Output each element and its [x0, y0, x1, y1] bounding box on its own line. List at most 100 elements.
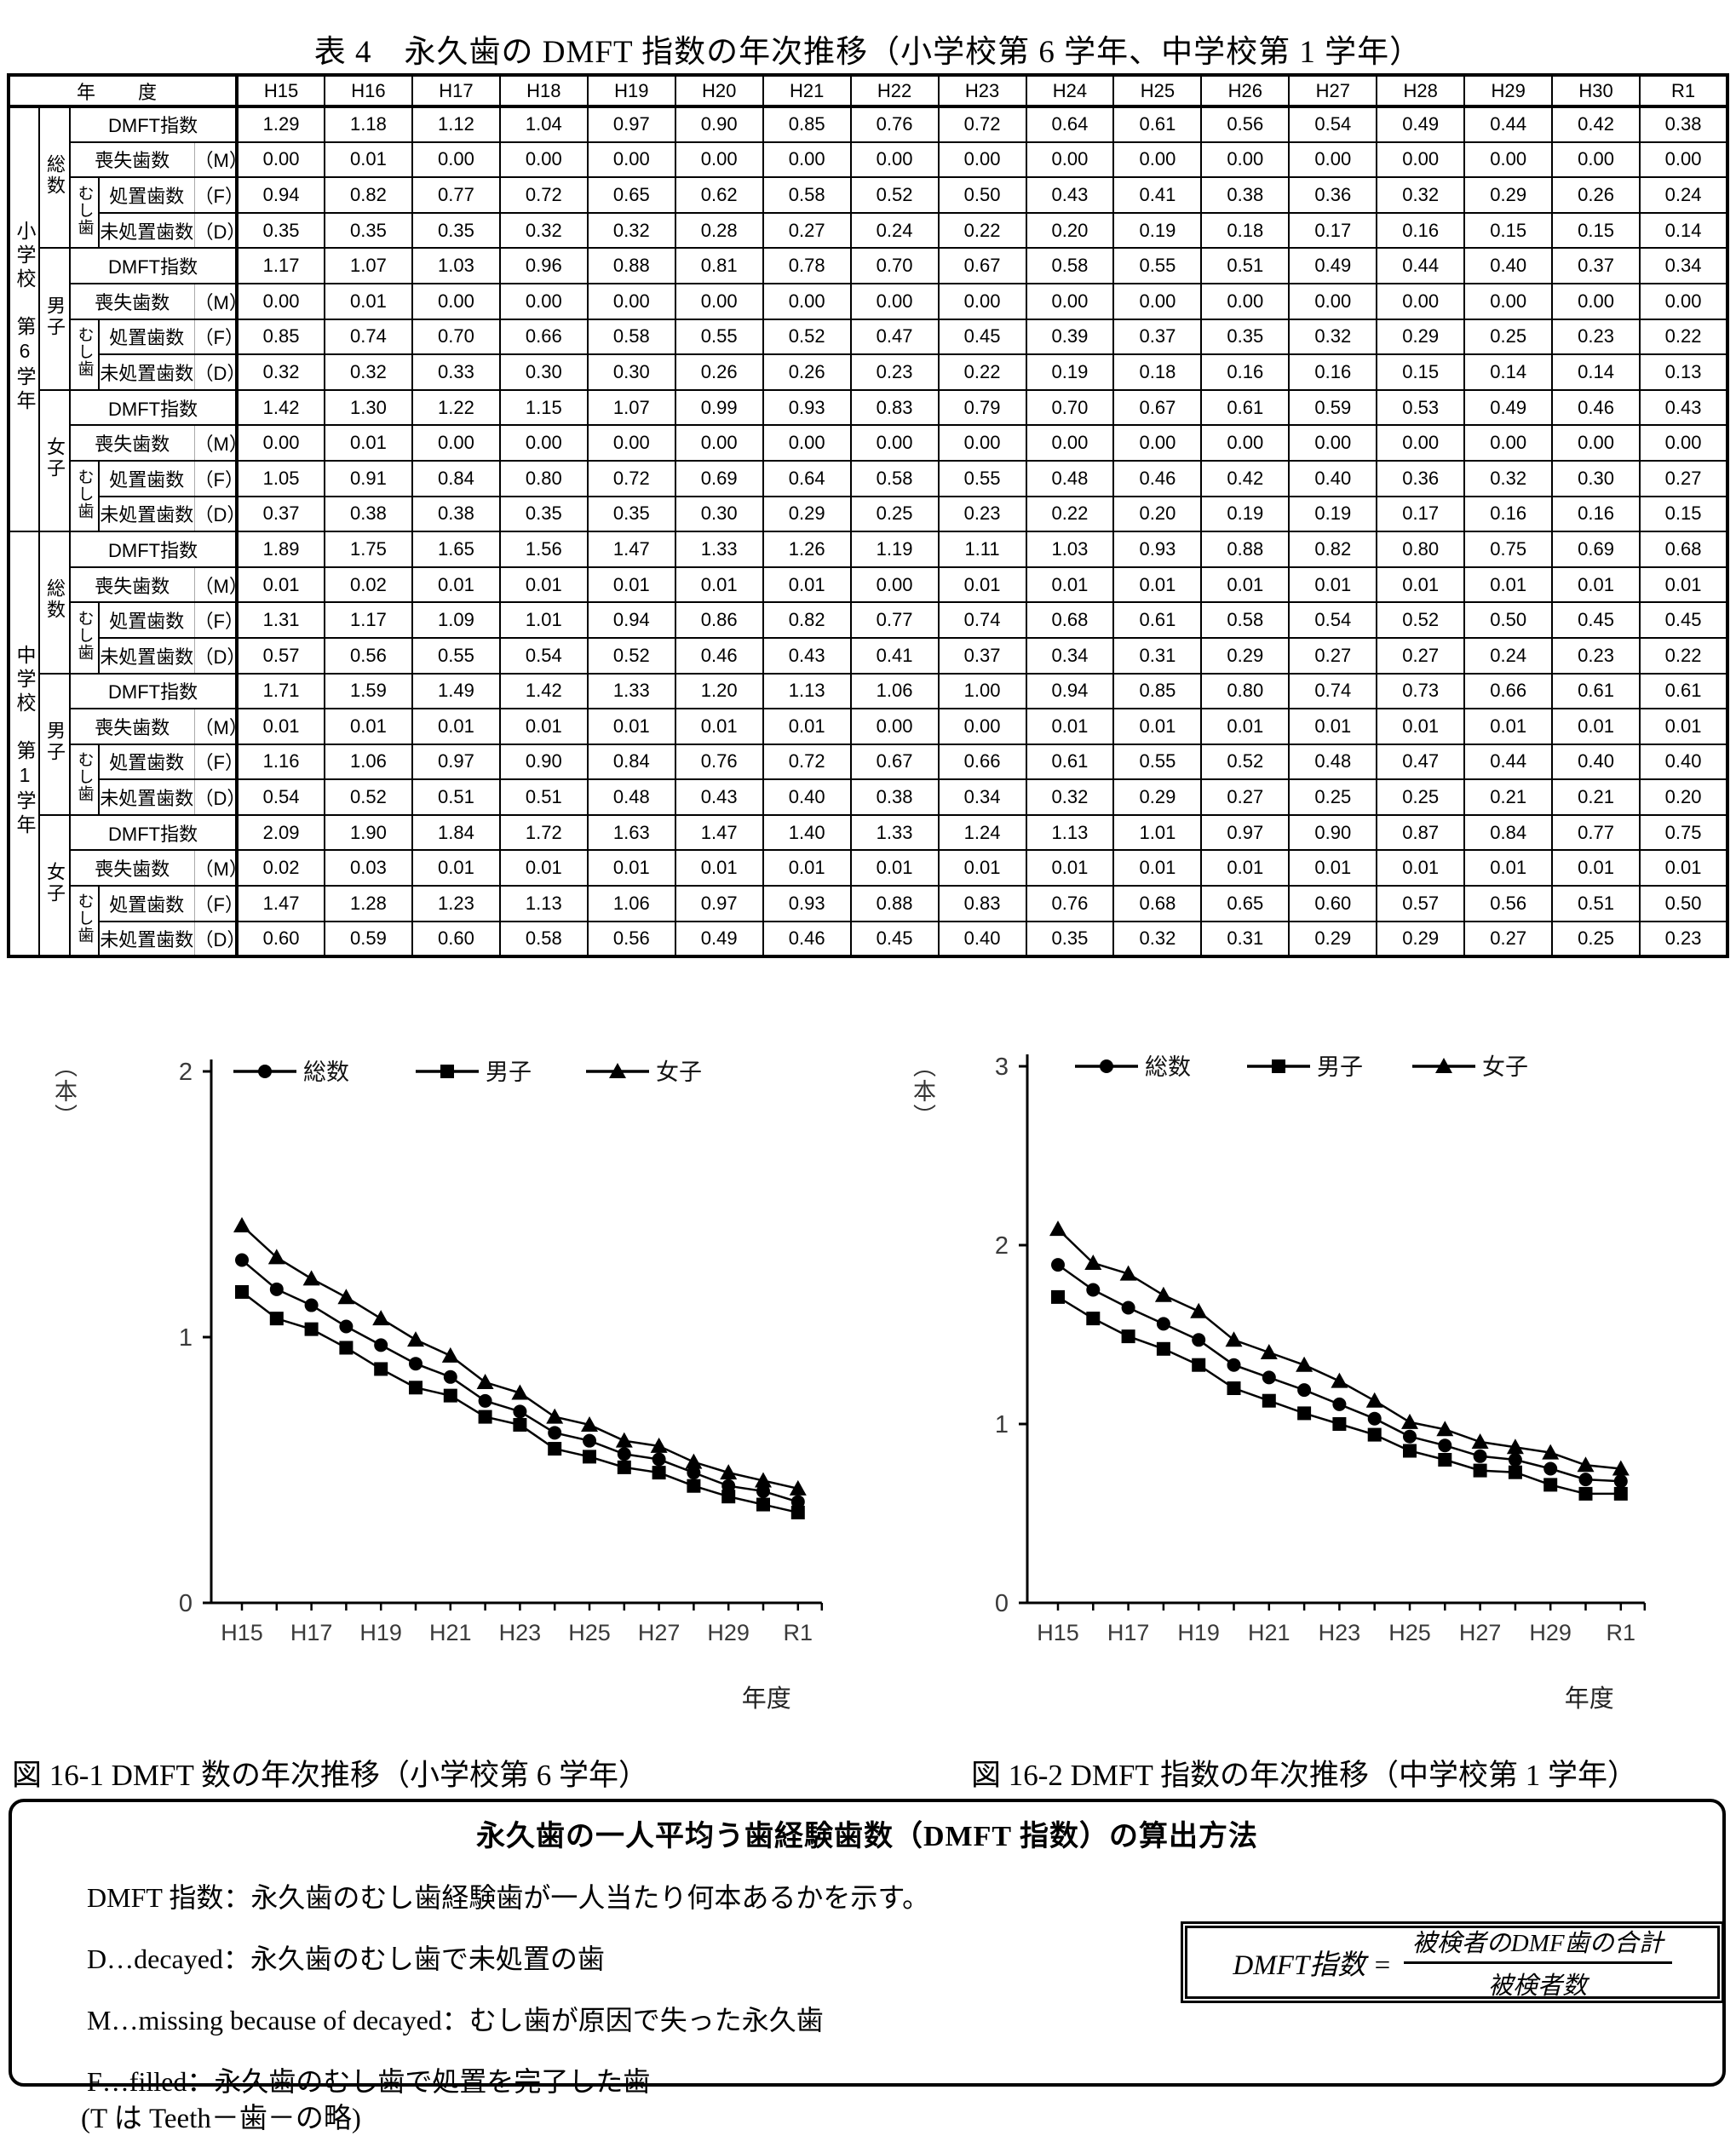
- value-cell: 0.82: [1288, 531, 1378, 568]
- x-tick-label: H19: [1177, 1620, 1220, 1645]
- row-code-f: （F）: [193, 459, 239, 497]
- data-point: [1508, 1465, 1522, 1479]
- value-cell: 1.71: [235, 672, 325, 710]
- value-cell: 0.97: [674, 885, 764, 922]
- value-cell: 0.01: [586, 566, 676, 604]
- value-cell: 0.54: [235, 778, 325, 816]
- value-cell: 1.03: [1025, 531, 1115, 568]
- value-cell: 0.00: [1463, 424, 1554, 462]
- year-column-header: H15: [235, 74, 325, 108]
- value-cell: 0.01: [1551, 849, 1641, 887]
- mushiba-cell: むし歯: [69, 176, 100, 250]
- value-cell: 0.58: [1025, 247, 1115, 284]
- value-cell: 0.29: [1200, 636, 1291, 675]
- value-cell: 0.00: [1376, 424, 1466, 462]
- row-label-missing: 喪失歯数: [69, 424, 195, 462]
- explanation-line: D…decayed：永久歯のむし歯で未処置の歯: [87, 1944, 605, 1974]
- data-point: [478, 1393, 492, 1408]
- formula-numerator: 被検者のDMF歯の合計: [1403, 1923, 1672, 1964]
- legend-marker: [258, 1065, 272, 1078]
- value-cell: 0.76: [849, 106, 940, 143]
- value-cell: 1.40: [762, 813, 852, 852]
- row-label-filled: 処置歯数: [98, 318, 195, 356]
- value-cell: 0.00: [1376, 282, 1466, 320]
- data-point: [1086, 1312, 1101, 1326]
- table-row: むし歯処置歯数（F）1.050.910.840.800.720.690.640.…: [9, 459, 1728, 533]
- value-cell: 0.29: [1376, 920, 1466, 958]
- data-point: [1613, 1486, 1628, 1501]
- value-cell: 0.00: [937, 708, 1027, 745]
- value-cell: 0.40: [1551, 743, 1641, 781]
- year-column-header: H23: [937, 74, 1027, 108]
- table-row: 喪失歯数（M）0.000.010.000.000.000.000.000.000…: [9, 141, 1728, 179]
- x-tick-label: H25: [1388, 1620, 1431, 1645]
- value-cell: 0.82: [762, 601, 852, 639]
- value-cell: 0.88: [586, 247, 676, 284]
- value-cell: 0.80: [498, 459, 589, 497]
- group-cell-label: 総数: [44, 578, 66, 622]
- data-point: [304, 1298, 319, 1312]
- value-cell: 1.89: [235, 531, 325, 568]
- table-row: 喪失歯数（M）0.000.010.000.000.000.000.000.000…: [9, 282, 1728, 320]
- value-cell: 1.33: [674, 531, 764, 568]
- row-code-f: （F）: [193, 318, 239, 356]
- value-cell: 0.29: [1376, 318, 1466, 356]
- table-row: 喪失歯数（M）0.000.010.000.000.000.000.000.000…: [9, 424, 1728, 462]
- x-tick-label: H29: [1529, 1620, 1572, 1645]
- value-cell: 0.01: [1376, 849, 1466, 887]
- value-cell: 0.27: [762, 211, 852, 250]
- value-cell: 0.15: [1639, 495, 1728, 533]
- row-code-m: （M）: [193, 282, 239, 320]
- value-cell: 0.52: [1200, 743, 1291, 781]
- year-column-header: H28: [1376, 74, 1466, 108]
- value-cell: 0.35: [1200, 318, 1291, 356]
- y-tick-label: 3: [995, 1054, 1009, 1081]
- data-point: [235, 1284, 249, 1299]
- value-cell: 0.01: [235, 708, 325, 745]
- value-cell: 0.57: [1376, 885, 1466, 922]
- data-point: [374, 1362, 388, 1376]
- x-tick-label: H21: [429, 1620, 472, 1645]
- value-cell: 0.75: [1463, 531, 1554, 568]
- value-cell: 0.32: [1112, 920, 1203, 958]
- legend-label: 男子: [1317, 1054, 1363, 1080]
- data-point: [583, 1450, 596, 1464]
- value-cell: 0.48: [1025, 459, 1115, 497]
- value-cell: 0.00: [235, 141, 325, 179]
- data-point: [269, 1312, 284, 1326]
- group-cell: 女子: [38, 813, 71, 958]
- value-cell: 0.90: [498, 743, 589, 781]
- year-column-header: H22: [849, 74, 940, 108]
- value-cell: 0.93: [762, 885, 852, 922]
- value-cell: 1.06: [324, 743, 413, 781]
- value-cell: 0.01: [1112, 708, 1203, 745]
- value-cell: 0.46: [674, 636, 764, 675]
- value-cell: 0.16: [1463, 495, 1554, 533]
- x-tick-label: H19: [359, 1620, 402, 1645]
- value-cell: 0.25: [1376, 778, 1466, 816]
- data-point: [1296, 1356, 1313, 1372]
- value-cell: 0.25: [849, 495, 940, 533]
- x-tick-label: R1: [1607, 1620, 1636, 1645]
- value-cell: 0.68: [1639, 531, 1728, 568]
- series-line-square: [241, 1290, 799, 1514]
- value-cell: 0.68: [1025, 601, 1115, 639]
- value-cell: 0.75: [1639, 813, 1728, 852]
- value-cell: 0.57: [235, 636, 325, 675]
- value-cell: 0.52: [849, 176, 940, 214]
- row-code-m: （M）: [193, 849, 239, 887]
- value-cell: 0.25: [1463, 318, 1554, 356]
- data-point: [1084, 1255, 1102, 1270]
- value-cell: 0.44: [1463, 106, 1554, 143]
- year-column-header: R1: [1639, 74, 1728, 108]
- value-cell: 0.35: [411, 211, 501, 250]
- value-cell: 0.00: [1200, 141, 1291, 179]
- value-cell: 0.01: [1112, 566, 1203, 604]
- data-point: [1260, 1344, 1278, 1359]
- value-cell: 0.17: [1376, 495, 1466, 533]
- value-cell: 0.01: [411, 708, 501, 745]
- data-point: [721, 1479, 736, 1493]
- data-point: [409, 1357, 423, 1371]
- value-cell: 1.33: [586, 672, 676, 710]
- value-cell: 1.31: [235, 601, 325, 639]
